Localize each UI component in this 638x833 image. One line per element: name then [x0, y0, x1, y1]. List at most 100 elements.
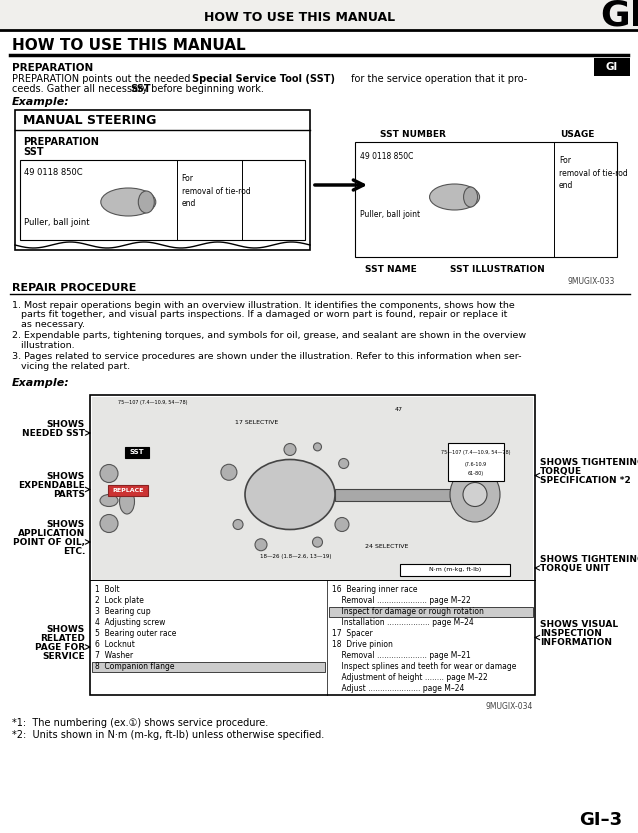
Text: 9MUGlX-034: 9MUGlX-034: [486, 702, 533, 711]
Text: for the service operation that it pro-: for the service operation that it pro-: [348, 74, 527, 84]
Text: 7  Washer: 7 Washer: [95, 651, 133, 660]
Text: SHOWS: SHOWS: [47, 472, 85, 481]
Text: Removal ..................... page M–21: Removal ..................... page M–21: [332, 651, 471, 660]
Circle shape: [221, 464, 237, 481]
Text: PREPARATION points out the needed: PREPARATION points out the needed: [12, 74, 193, 84]
Text: NEEDED SST: NEEDED SST: [22, 429, 85, 438]
Bar: [125, 446, 149, 457]
Bar: [594, 58, 630, 76]
Bar: [92, 397, 533, 580]
Text: REPAIR PROCEDURE: REPAIR PROCEDURE: [12, 283, 137, 293]
Text: MANUAL STEERING: MANUAL STEERING: [23, 113, 156, 127]
Text: Example:: Example:: [12, 97, 70, 107]
Ellipse shape: [138, 191, 154, 213]
Ellipse shape: [245, 460, 335, 530]
Text: POINT OF OIL,: POINT OF OIL,: [13, 538, 85, 547]
Text: vicing the related part.: vicing the related part.: [12, 362, 130, 371]
Text: 75—107 (7.4—10.9, 54—78): 75—107 (7.4—10.9, 54—78): [441, 450, 511, 455]
Text: 3. Pages related to service procedures are shown under the illustration. Refer t: 3. Pages related to service procedures a…: [12, 352, 521, 361]
Text: PAGE FOR: PAGE FOR: [35, 643, 85, 652]
Text: 8  Companion flange: 8 Companion flange: [95, 662, 175, 671]
Text: N·m (m-kg, ft-lb): N·m (m-kg, ft-lb): [429, 567, 481, 572]
Text: Inspect splines and teeth for wear or damage: Inspect splines and teeth for wear or da…: [332, 662, 516, 671]
Text: 6  Locknut: 6 Locknut: [95, 640, 135, 649]
Text: 18—26 (1.8—2.6, 13—19): 18—26 (1.8—2.6, 13—19): [260, 554, 332, 559]
Text: 75—107 (7.4—10.9, 54—78): 75—107 (7.4—10.9, 54—78): [118, 400, 188, 405]
Circle shape: [313, 537, 322, 547]
Circle shape: [339, 458, 349, 468]
Text: INSPECTION: INSPECTION: [540, 629, 602, 638]
Text: 24 SELECTIVE: 24 SELECTIVE: [365, 544, 408, 549]
Text: ETC.: ETC.: [63, 547, 85, 556]
Text: SHOWS TIGHTENING: SHOWS TIGHTENING: [540, 555, 638, 564]
Text: 49 0118 850C: 49 0118 850C: [24, 167, 83, 177]
Text: SHOWS VISUAL: SHOWS VISUAL: [540, 620, 618, 629]
Bar: [92, 661, 325, 671]
Text: 1  Bolt: 1 Bolt: [95, 585, 120, 594]
Text: Special Service Tool (SST): Special Service Tool (SST): [192, 74, 335, 84]
Bar: [355, 142, 617, 257]
Text: GI: GI: [600, 0, 638, 32]
Bar: [400, 563, 510, 576]
Ellipse shape: [119, 489, 135, 514]
Bar: [108, 485, 148, 496]
Ellipse shape: [450, 467, 500, 522]
Text: Adjustment of height ........ page M–22: Adjustment of height ........ page M–22: [332, 673, 487, 682]
Text: Installation .................. page M–24: Installation .................. page M–2…: [332, 618, 474, 627]
Text: 61-80): 61-80): [468, 471, 484, 476]
Text: before beginning work.: before beginning work.: [148, 84, 264, 94]
Text: 4  Adjusting screw: 4 Adjusting screw: [95, 618, 165, 627]
Text: 9MUGlX-033: 9MUGlX-033: [568, 277, 615, 287]
Text: INFORMATION: INFORMATION: [540, 638, 612, 647]
Text: SST NUMBER: SST NUMBER: [380, 129, 446, 138]
Text: SST: SST: [23, 147, 43, 157]
Text: 17  Spacer: 17 Spacer: [332, 629, 373, 638]
Text: TORQUE UNIT: TORQUE UNIT: [540, 564, 610, 573]
Text: SST ILLUSTRATION: SST ILLUSTRATION: [450, 265, 545, 273]
Text: 47: 47: [395, 407, 403, 412]
Text: TORQUE: TORQUE: [540, 467, 582, 476]
Bar: [90, 395, 535, 695]
Text: HOW TO USE THIS MANUAL: HOW TO USE THIS MANUAL: [12, 37, 246, 52]
Bar: [448, 442, 504, 481]
Ellipse shape: [429, 184, 480, 210]
Text: *2:  Units shown in N·m (m-kg, ft-lb) unless otherwise specified.: *2: Units shown in N·m (m-kg, ft-lb) unl…: [12, 731, 324, 741]
Text: PARTS: PARTS: [53, 490, 85, 499]
Text: 5  Bearing outer race: 5 Bearing outer race: [95, 629, 176, 638]
Text: APPLICATION: APPLICATION: [18, 529, 85, 538]
Ellipse shape: [100, 515, 118, 532]
Circle shape: [463, 482, 487, 506]
Bar: [329, 606, 533, 616]
Text: SHOWS: SHOWS: [47, 625, 85, 634]
Text: GI–3: GI–3: [579, 811, 622, 829]
Text: illustration.: illustration.: [12, 341, 75, 350]
Text: Gl: Gl: [606, 62, 618, 72]
Text: SHOWS TIGHTENING: SHOWS TIGHTENING: [540, 458, 638, 467]
Text: Puller, ball joint: Puller, ball joint: [360, 210, 420, 218]
Text: *1:  The numbering (ex.①) shows service procedure.: *1: The numbering (ex.①) shows service p…: [12, 717, 268, 727]
Text: 2. Expendable parts, tightening torques, and symbols for oil, grease, and sealan: 2. Expendable parts, tightening torques,…: [12, 331, 526, 340]
Bar: [15, 110, 310, 250]
Text: Puller, ball joint: Puller, ball joint: [24, 217, 89, 227]
Text: (7.6-10.9: (7.6-10.9: [465, 462, 487, 467]
Text: Inspect for damage or rough rotation: Inspect for damage or rough rotation: [332, 607, 484, 616]
Text: SERVICE: SERVICE: [42, 652, 85, 661]
Bar: [335, 488, 455, 501]
Text: EXPENDABLE: EXPENDABLE: [19, 481, 85, 490]
Text: ceeds. Gather all necessary: ceeds. Gather all necessary: [12, 84, 151, 94]
Bar: [0, 0, 638, 30]
Text: RELATED: RELATED: [40, 634, 85, 643]
Text: Adjust ...................... page M–24: Adjust ...................... page M–24: [332, 684, 464, 693]
Ellipse shape: [100, 465, 118, 482]
Text: PREPARATION: PREPARATION: [23, 137, 99, 147]
Ellipse shape: [101, 188, 156, 216]
Text: SST: SST: [130, 449, 144, 455]
Text: For
removal of tie-rod
end: For removal of tie-rod end: [559, 156, 628, 190]
Circle shape: [335, 517, 349, 531]
Text: Example:: Example:: [12, 377, 70, 387]
Text: REPLACE: REPLACE: [112, 487, 144, 492]
Text: 17 SELECTIVE: 17 SELECTIVE: [235, 420, 278, 425]
Text: 3  Bearing cup: 3 Bearing cup: [95, 607, 151, 616]
Circle shape: [233, 520, 243, 530]
Text: SPECIFICATION *2: SPECIFICATION *2: [540, 476, 631, 485]
